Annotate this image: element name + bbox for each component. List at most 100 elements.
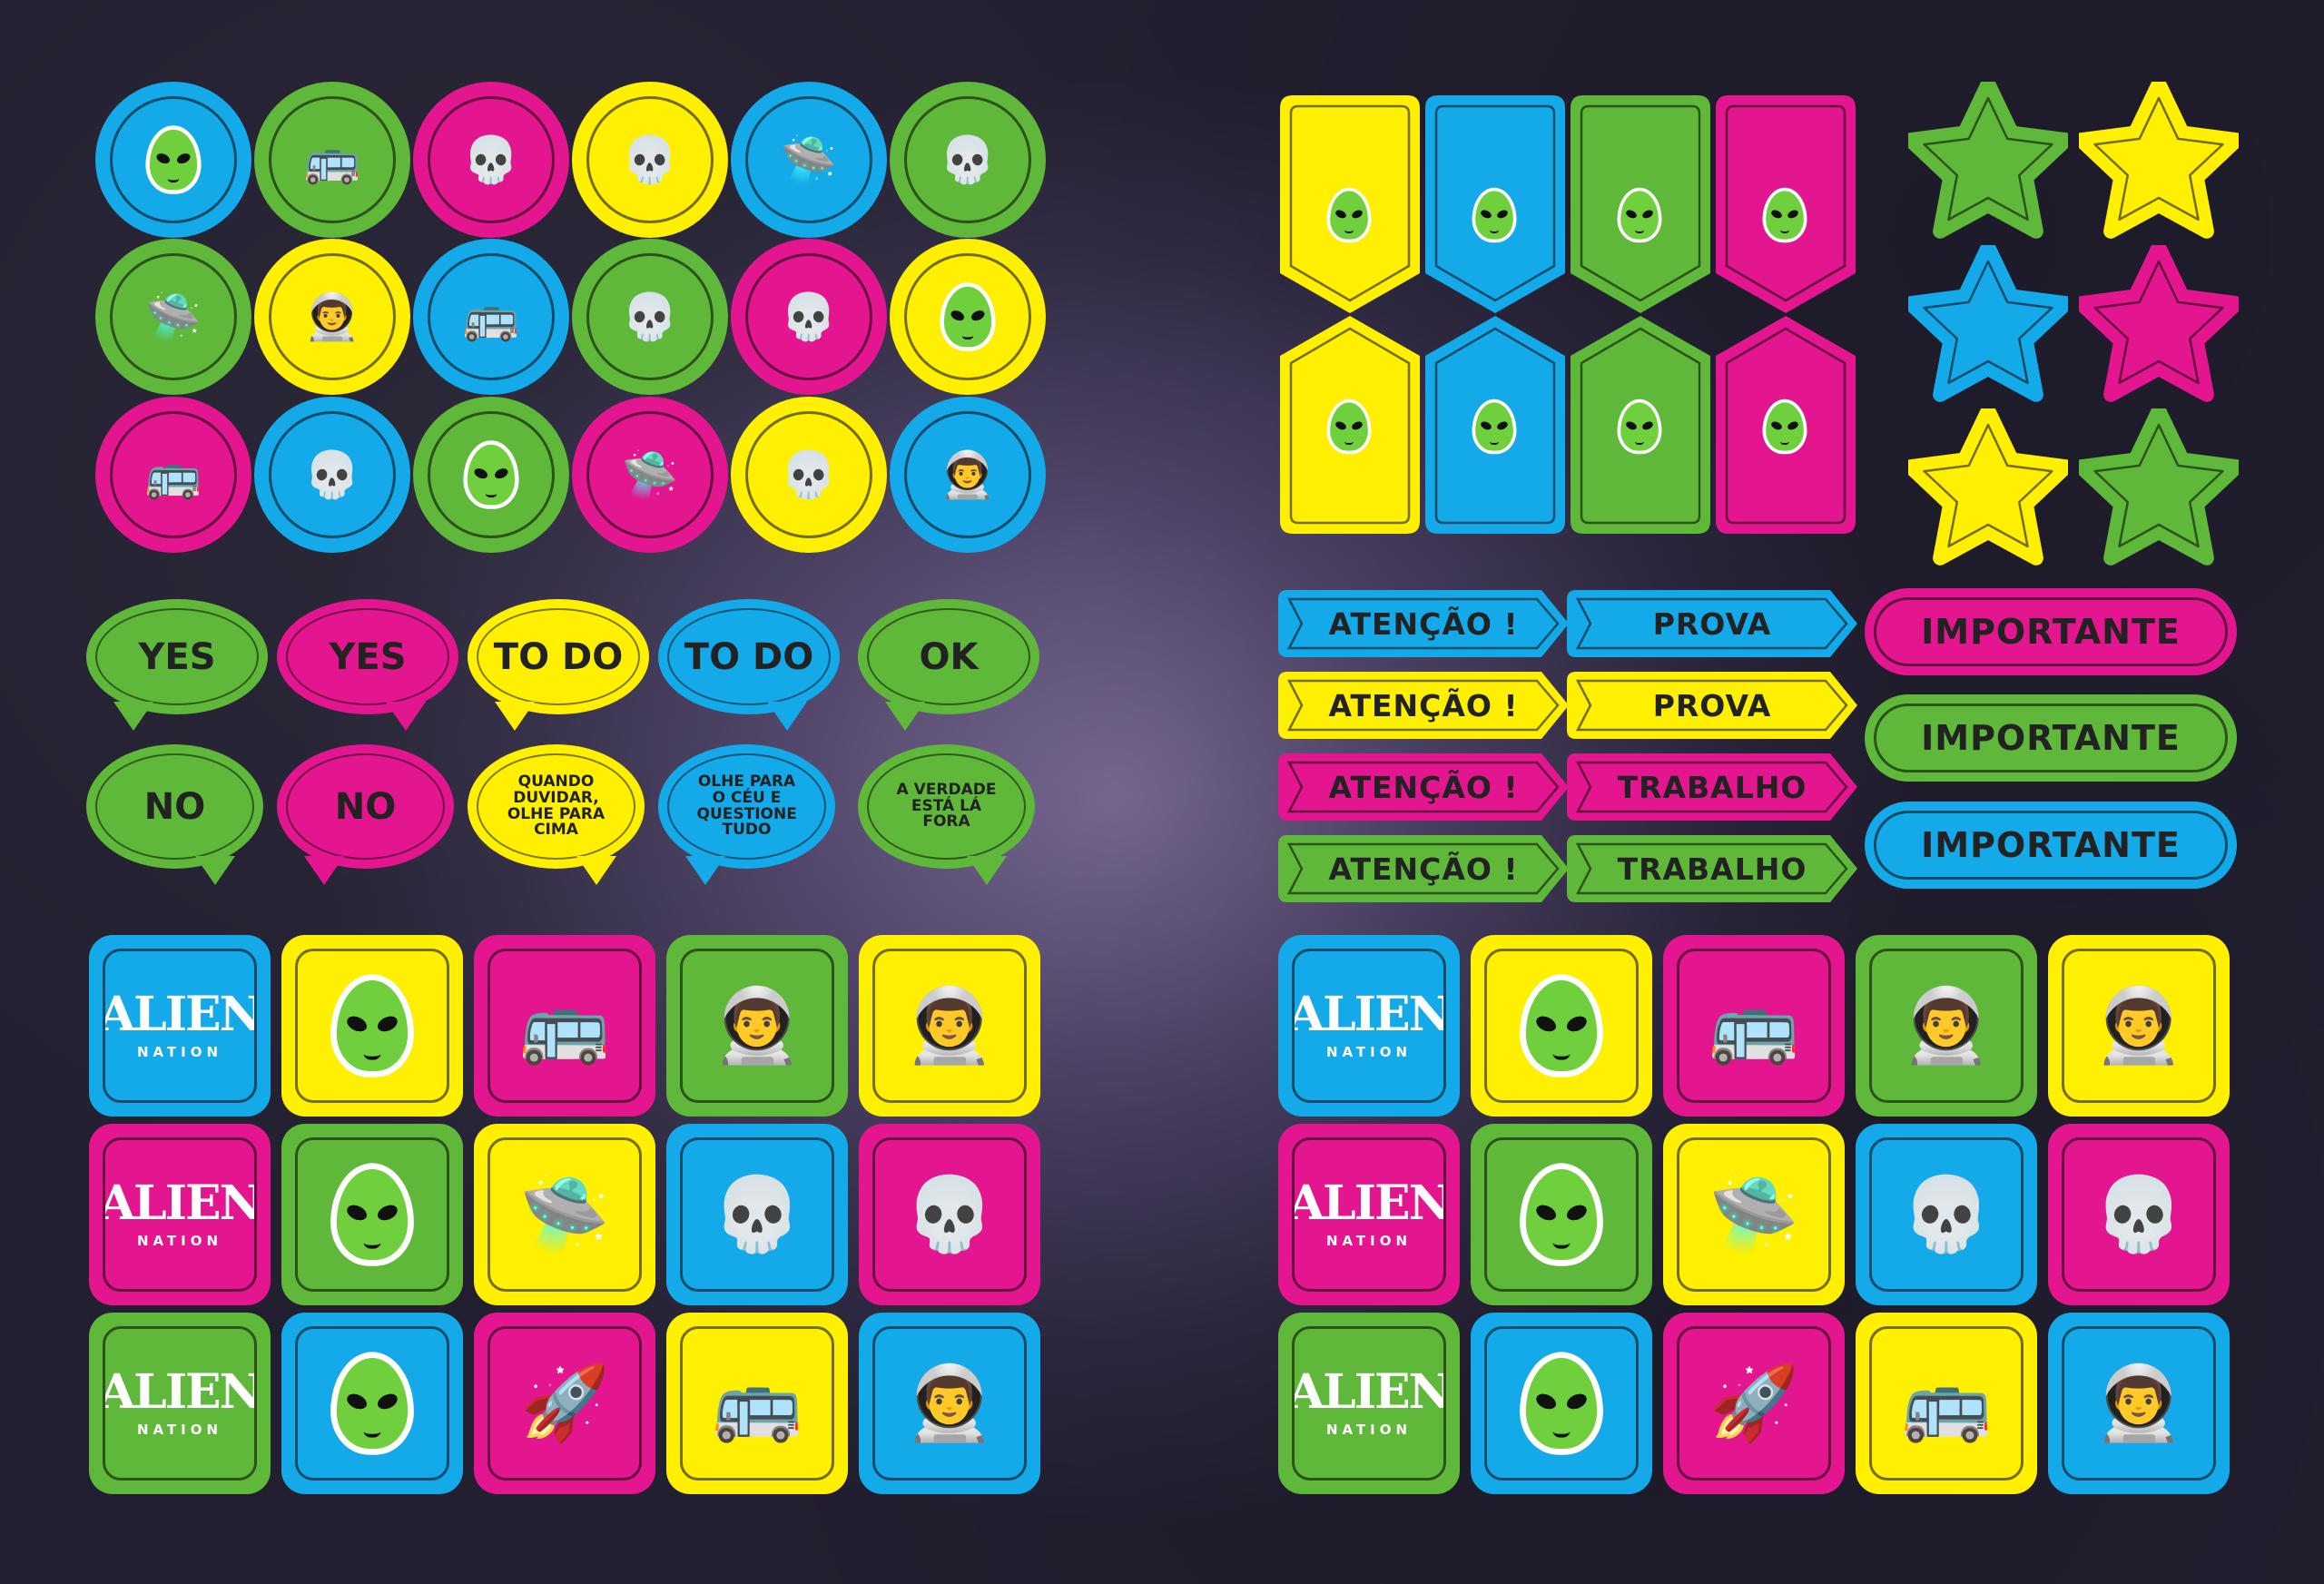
alien-head-icon: [145, 125, 202, 194]
arrow-label-sticker: ATENÇÃO !: [1278, 835, 1569, 902]
round-sticker: [413, 397, 569, 553]
square-sticker: ALIEN NATION: [1278, 1124, 1460, 1305]
round-sticker-ring: 👨‍🚀: [904, 411, 1031, 538]
arrow-label-shape: [1278, 753, 1569, 821]
round-sticker-ring: 🚌: [269, 96, 396, 223]
speech-bubble-inner-line: [95, 608, 259, 705]
importante-label-sticker: IMPORTANTE: [1865, 802, 2237, 889]
square-sticker-inner: [1484, 949, 1639, 1103]
speech-bubble-tail: [967, 856, 1007, 885]
speech-bubble-text: TO DO: [684, 635, 814, 678]
square-sticker-inner: 🚀: [1677, 1326, 1831, 1481]
arrow-label-shape: [1278, 835, 1569, 902]
square-sticker-inner: 🚌: [1869, 1326, 2024, 1481]
skull-icon: 💀: [1901, 1172, 1992, 1256]
square-sticker: [281, 1124, 463, 1305]
speech-bubble-text: A VERDADE ESTÁ LÁ FORA: [896, 780, 997, 831]
bookmark-tab-sticker: [1280, 95, 1420, 313]
square-sticker-inner: 💀: [1869, 1137, 2024, 1292]
speech-bubble-text: NO: [143, 785, 206, 828]
square-sticker-inner: 🚌: [680, 1326, 834, 1481]
astronaut-icon: 👨‍🚀: [2093, 983, 2184, 1067]
round-sticker: 💀: [731, 397, 887, 553]
speech-bubble-text: NO: [334, 785, 397, 828]
square-sticker: 💀: [859, 1124, 1040, 1305]
square-sticker-inner: [1484, 1137, 1639, 1292]
bus-icon: 🚌: [1901, 1361, 1992, 1445]
square-sticker: ALIEN NATION: [89, 1313, 271, 1494]
square-sticker-inner: 👨‍🚀: [2062, 1326, 2216, 1481]
skull-icon: 💀: [712, 1172, 803, 1256]
speech-bubble-body: NO: [277, 744, 454, 869]
square-sticker: 💀: [666, 1124, 848, 1305]
speech-bubble-sticker: TO DO: [658, 599, 840, 731]
square-sticker: 👨‍🚀: [859, 1313, 1040, 1494]
astronaut-icon: 👨‍🚀: [303, 290, 361, 343]
alien-mouth: [1344, 438, 1354, 446]
astronaut-icon: 👨‍🚀: [712, 983, 803, 1067]
alien-mouth: [1552, 1425, 1571, 1438]
bookmark-tab-sticker: [1280, 316, 1420, 534]
arrow-label-sticker: ATENÇÃO !: [1278, 672, 1569, 739]
alien-mouth: [363, 1048, 381, 1060]
bus-icon: 🚌: [303, 133, 361, 186]
arrow-label-sticker: PROVA: [1567, 590, 1857, 657]
alien-eye: [1533, 1202, 1559, 1224]
star-sticker: [2079, 245, 2239, 402]
speech-bubble-inner-line: [477, 753, 635, 860]
round-sticker: 💀: [890, 82, 1046, 238]
skull-icon: 💀: [939, 133, 997, 186]
arrow-label-sticker: ATENÇÃO !: [1278, 753, 1569, 821]
alien-eye: [1495, 208, 1510, 221]
round-sticker: 👨‍🚀: [890, 397, 1046, 553]
alien-head-icon: [1520, 1352, 1603, 1455]
bookmark-tab-sticker: [1425, 95, 1565, 313]
star-sticker: [1908, 82, 2068, 239]
alien-eye: [1495, 419, 1510, 432]
pill-inner-line: [1874, 703, 2228, 772]
square-sticker: [1471, 935, 1652, 1117]
speech-bubble-tail: [885, 702, 925, 731]
bookmark-tab-sticker: [1716, 316, 1856, 534]
round-sticker: 🚌: [413, 239, 569, 395]
speech-bubble-body: YES: [277, 599, 458, 714]
speech-bubble-text: QUANDO DUVIDAR, OLHE PARA CIMA: [507, 772, 606, 840]
speech-bubble-tail: [195, 856, 235, 885]
square-sticker-inner: 👨‍🚀: [1869, 949, 2024, 1103]
square-sticker: ALIEN NATION: [1278, 935, 1460, 1117]
alien-nation-logo-title: ALIEN: [103, 1364, 257, 1420]
alien-mouth: [1344, 227, 1354, 234]
astronaut-icon: 👨‍🚀: [1901, 983, 1992, 1067]
star-sticker: [2079, 82, 2239, 239]
rocket-icon: 🚀: [519, 1361, 610, 1445]
alien-nation-logo-subtitle: NATION: [136, 1044, 223, 1060]
alien-mouth: [1779, 227, 1790, 234]
square-sticker-inner: 🛸: [1677, 1137, 1831, 1292]
alien-eye: [1479, 208, 1493, 221]
round-sticker-ring: [428, 411, 555, 538]
square-sticker: 🚌: [1663, 935, 1845, 1117]
alien-head-icon: [940, 282, 996, 351]
square-sticker-inner: ALIEN NATION: [1292, 1326, 1446, 1481]
alien-nation-logo-title: ALIEN: [1292, 987, 1446, 1042]
alien-head-icon: [330, 1352, 414, 1455]
round-sticker-ring: 👨‍🚀: [269, 253, 396, 380]
alien-head-icon: [330, 1163, 414, 1266]
arrow-label-shape: [1278, 672, 1569, 739]
bus-icon: 🚌: [144, 448, 202, 501]
round-sticker: 🛸: [572, 397, 728, 553]
astronaut-icon: 👨‍🚀: [904, 983, 995, 1067]
square-sticker-inner: 💀: [872, 1137, 1027, 1292]
speech-bubble-inner-line: [95, 753, 254, 860]
round-sticker: 🛸: [95, 239, 251, 395]
round-sticker-ring: 🛸: [110, 253, 237, 380]
arrow-label-text: ATENÇÃO !: [1328, 687, 1519, 723]
round-sticker-ring: 💀: [586, 96, 714, 223]
skull-icon: 💀: [621, 133, 679, 186]
square-sticker: 👨‍🚀: [2048, 935, 2230, 1117]
speech-bubble-inner-line: [867, 753, 1026, 860]
square-sticker-inner: 💀: [2062, 1137, 2216, 1292]
arrow-label-shape: [1567, 672, 1857, 739]
alien-mouth: [1552, 1236, 1571, 1249]
arrow-label-shape: [1567, 753, 1857, 821]
